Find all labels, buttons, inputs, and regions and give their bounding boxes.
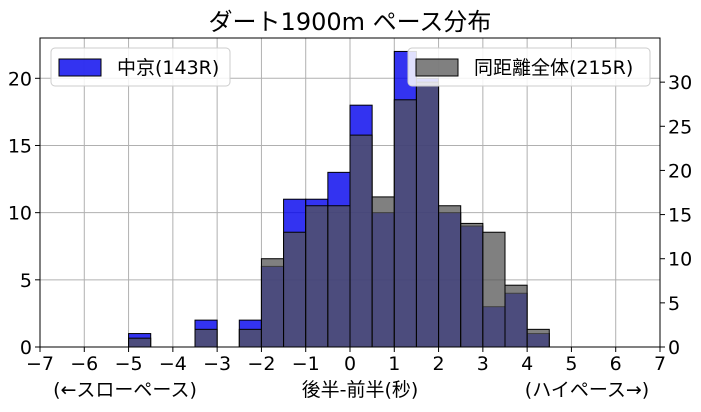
histogram-bar — [460, 222, 484, 348]
x-tick-label: 1 — [388, 353, 400, 375]
histogram-bar — [238, 328, 262, 348]
histogram-bar — [526, 328, 550, 348]
histogram-bar — [438, 205, 462, 348]
right-y-tick-label: 5 — [668, 293, 680, 315]
histogram-bar — [504, 284, 528, 348]
legend-left-swatch — [58, 58, 102, 77]
x-tick-label: −5 — [115, 353, 143, 375]
legend-right: 同距離全体(215R) — [407, 47, 651, 87]
legend-left-label: 中京(143R) — [117, 57, 219, 79]
histogram-bar — [305, 205, 329, 348]
x-tick-label: 5 — [565, 353, 577, 375]
x-tick-label: −6 — [70, 353, 98, 375]
x-tick-label: 4 — [521, 353, 533, 375]
left-y-axis-ticks: 0 5 10 15 20 — [8, 68, 40, 359]
left-y-tick-label: 15 — [8, 135, 32, 157]
x-tick-label: −1 — [292, 353, 320, 375]
histogram-bar — [128, 337, 152, 348]
histogram-bar — [393, 99, 417, 348]
x-tick-label: 2 — [433, 353, 445, 375]
left-y-tick-label: 20 — [8, 68, 32, 90]
x-tick-label: 0 — [344, 353, 356, 375]
series-all-bars — [128, 81, 550, 348]
x-tick-label: 3 — [477, 353, 489, 375]
left-y-tick-label: 10 — [8, 203, 32, 225]
chart-title: ダート1900m ペース分布 — [209, 8, 492, 36]
x-axis-ticks: −7 −6 −5 −4 −3 −2 −1 0 1 2 3 4 5 6 7 — [26, 347, 666, 375]
x-tick-label: −2 — [247, 353, 275, 375]
histogram-bar — [349, 134, 373, 348]
x-tick-label: 6 — [610, 353, 622, 375]
right-y-tick-label: 20 — [668, 160, 692, 182]
right-y-tick-label: 25 — [668, 116, 692, 138]
legend-right-label: 同距離全体(215R) — [474, 57, 633, 79]
right-y-axis-ticks: 0 5 10 15 20 25 30 — [660, 72, 692, 359]
histogram-bar — [194, 328, 218, 348]
x-tick-label: 7 — [654, 353, 666, 375]
histogram-bar — [327, 205, 351, 348]
x-axis-label-right: (ハイペース→) — [525, 379, 649, 401]
x-tick-label: −3 — [203, 353, 231, 375]
histogram-bar — [415, 81, 440, 348]
histogram-bar — [283, 231, 307, 348]
legend-left: 中京(143R) — [50, 47, 231, 87]
legend-right-box — [407, 47, 651, 87]
x-axis-label-left: (←スローペース) — [53, 379, 197, 401]
histogram-bar — [371, 196, 395, 348]
right-y-tick-label: 15 — [668, 205, 692, 227]
legend-right-swatch — [415, 58, 459, 77]
right-y-tick-label: 10 — [668, 249, 692, 271]
left-y-tick-label: 5 — [20, 270, 32, 292]
right-y-tick-label: 0 — [668, 337, 680, 359]
x-tick-label: −7 — [26, 353, 54, 375]
histogram-bar — [482, 231, 506, 348]
x-tick-label: −4 — [159, 353, 187, 375]
x-axis-label: 後半-前半(秒) — [302, 379, 419, 401]
right-y-tick-label: 30 — [668, 72, 692, 94]
histogram-bar — [260, 258, 285, 348]
left-y-tick-label: 0 — [20, 337, 32, 359]
